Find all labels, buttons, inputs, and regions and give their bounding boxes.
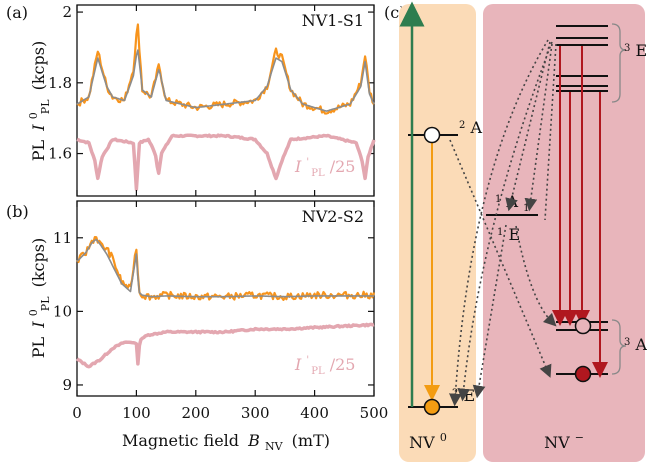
panel-a-frame xyxy=(76,4,375,197)
x-tick-label: 100 xyxy=(122,404,151,422)
label-2A-main: A xyxy=(469,118,482,137)
ionization-arrow-1 xyxy=(449,39,549,407)
panel-a-ylabel-sub: PL xyxy=(39,99,52,114)
nvm-label-main: NV xyxy=(544,433,570,452)
panel-a-reference-label: I ' PL /25 xyxy=(294,150,355,180)
panel-b-frame xyxy=(76,200,375,397)
nv0-background xyxy=(399,4,476,462)
y-tick-label: 1.6 xyxy=(48,145,72,163)
series-measured xyxy=(76,23,375,115)
series-fit xyxy=(76,49,375,112)
x-axis-label-symbol: B xyxy=(247,431,260,450)
singlet-decay-arrow-2 xyxy=(515,225,557,327)
panel-a-sample-label: NV1-S1 xyxy=(302,11,364,30)
panel-a: (a) NV1-S1 1.6 1.8 2 PL I 0 PL (kcps) I ' … xyxy=(6,3,376,197)
electron-filled-3A2 xyxy=(574,365,592,383)
x-tick-label: 300 xyxy=(241,404,270,422)
panel-b-y-ticks: 9 10 11 xyxy=(53,229,374,394)
panel-b-ylabel-unit: (kcps) xyxy=(29,238,48,288)
panel-b-sample-label: NV2-S2 xyxy=(302,207,364,226)
label-2A-sup: 2 xyxy=(459,120,465,131)
label-3E: 3 E xyxy=(624,36,647,60)
panel-b-ylabel: PL I 0 PL (kcps) xyxy=(22,238,53,358)
label-1E-sup: 1 xyxy=(497,227,503,238)
isc-arrow-3 xyxy=(544,43,557,221)
x-tick-label: 200 xyxy=(181,404,210,422)
panel-a-ylabel-symbol: I xyxy=(29,124,48,132)
panel-b-ref-sub: PL xyxy=(311,366,325,377)
panel-b: (b) NV2-S2 9 10 11 PL I 0 PL (kcps) I ' PL… xyxy=(6,200,376,397)
panel-b-ylabel-sup: 0 xyxy=(27,309,40,316)
label-3E-main: E xyxy=(635,41,647,60)
x-tick-label: 400 xyxy=(300,404,329,422)
panel-a-plot xyxy=(76,23,376,191)
panel-b-ref-symbol: I xyxy=(294,355,302,374)
label-3A2-main: A xyxy=(634,335,647,354)
panel-b-plot xyxy=(75,236,376,369)
isc-arrow-2 xyxy=(524,43,553,212)
nvm-background xyxy=(483,4,645,462)
panel-a-ref-tail: /25 xyxy=(330,157,356,176)
label-2E-main: E xyxy=(463,386,475,405)
series-measured xyxy=(76,236,376,301)
y-tick-label: 2 xyxy=(62,3,72,21)
panel-a-y-ticks: 1.6 1.8 2 xyxy=(48,3,374,163)
x-axis-label-unit: (mT) xyxy=(292,431,330,450)
nvm-label-sup: − xyxy=(575,431,584,444)
panel-a-label: (a) xyxy=(6,3,28,22)
x-tick-label: 0 xyxy=(72,404,82,422)
label-1E-main: E xyxy=(508,225,520,244)
label-3E-sup: 3 xyxy=(624,43,630,54)
panel-b-ref-tail: /25 xyxy=(330,355,356,374)
label-3A2: 3 A 2 xyxy=(624,330,647,357)
brace-3A2 xyxy=(611,319,627,375)
panel-a-ref-symbol: I xyxy=(294,157,302,176)
ionization-arrow-2 xyxy=(457,41,553,402)
label-1A1-main: A xyxy=(505,192,518,211)
panel-b-reference-label: I ' PL /25 xyxy=(294,348,355,378)
panel-b-ylabel-sub: PL xyxy=(39,296,52,311)
nv0-label-sup: 0 xyxy=(440,431,447,444)
nv0-label-main: NV xyxy=(409,433,435,452)
nvm-label: NV − xyxy=(544,431,584,452)
y-tick-label: 9 xyxy=(62,376,72,394)
electron-filled-2E xyxy=(423,398,441,416)
label-1E: 1 E xyxy=(497,220,520,244)
x-axis-label-sub: NV xyxy=(265,440,284,453)
panel-c: (c) 2 A 2 E NV 0 NV − xyxy=(384,1,647,462)
label-3A2-sup: 3 xyxy=(624,337,630,348)
panel-b-ref-sup: ' xyxy=(306,355,309,366)
x-axis-ticks: 0 100 200 300 400 500 xyxy=(72,5,388,422)
series-reference xyxy=(76,133,376,191)
label-2A: 2 A xyxy=(459,113,482,137)
y-tick-label: 1.8 xyxy=(48,74,72,92)
series-reference xyxy=(75,322,375,369)
electron-empty-3A2 xyxy=(574,317,592,335)
x-axis-label-prefix: Magnetic field xyxy=(122,431,239,450)
panel-b-ylabel-symbol: I xyxy=(29,321,48,329)
panel-b-label: (b) xyxy=(6,202,29,221)
brace-3E xyxy=(611,23,627,103)
singlet-decay-arrow-1 xyxy=(472,224,507,399)
panel-b-ylabel-pl: PL xyxy=(29,336,48,358)
x-axis-label: Magnetic field B NV (mT) xyxy=(122,431,330,454)
y-tick-label: 10 xyxy=(53,302,72,320)
panel-a-ref-sub: PL xyxy=(311,168,325,179)
panel-a-ylabel-sup: 0 xyxy=(27,112,40,119)
y-tick-label: 11 xyxy=(53,229,72,247)
series-fit xyxy=(76,238,374,298)
label-1A1-sub: 1 xyxy=(523,203,529,214)
electron-empty-2A xyxy=(423,126,441,144)
label-1A1-sup: 1 xyxy=(495,194,501,205)
recombination-arrow xyxy=(449,139,552,378)
x-tick-label: 500 xyxy=(360,404,389,422)
panel-a-ref-sup: ' xyxy=(306,157,309,168)
panel-a-ylabel: PL I 0 PL (kcps) xyxy=(22,41,53,161)
nv0-label: NV 0 xyxy=(409,431,447,452)
panel-a-ylabel-pl: PL xyxy=(29,139,48,161)
panel-a-ylabel-unit: (kcps) xyxy=(29,41,48,91)
